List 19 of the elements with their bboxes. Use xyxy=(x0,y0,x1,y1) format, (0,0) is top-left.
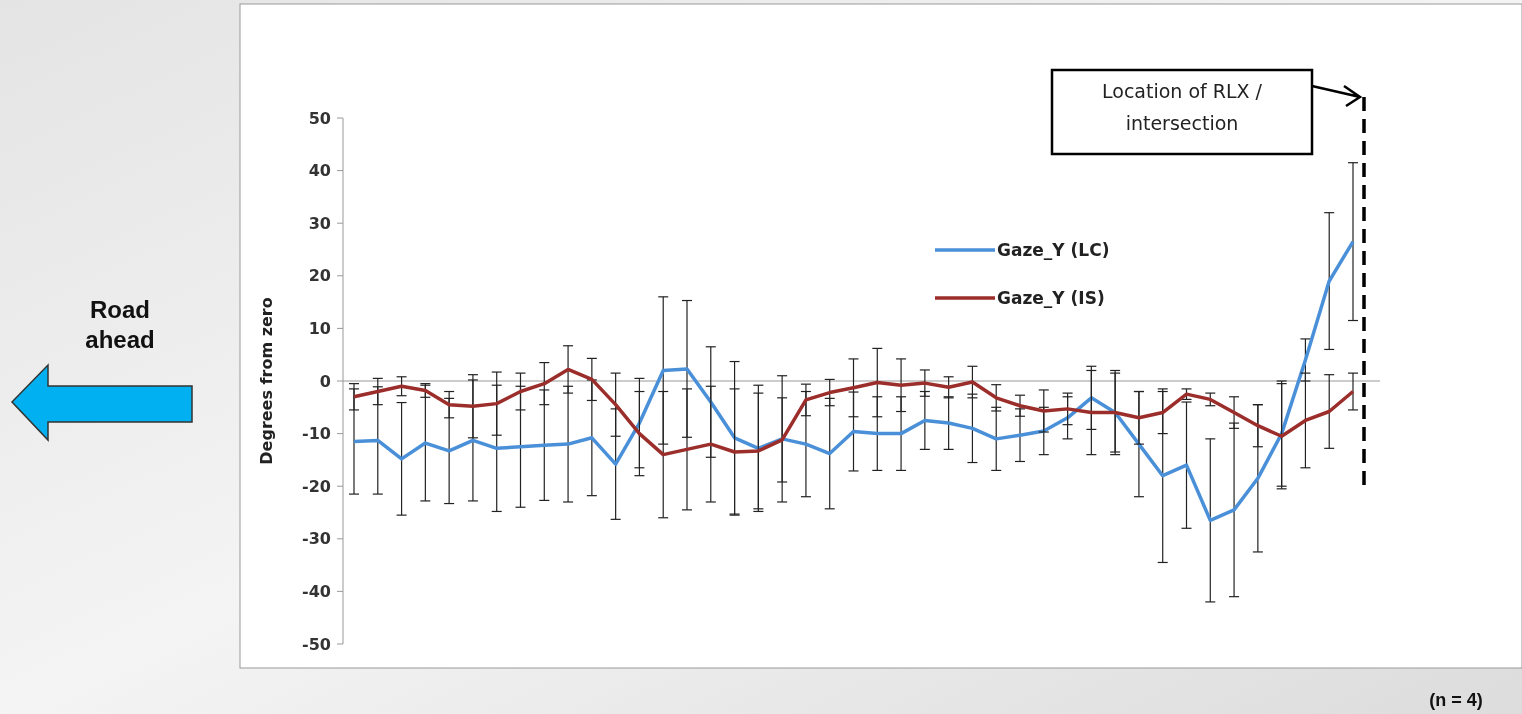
y-tick-label: -40 xyxy=(302,582,331,601)
y-tick-label: 40 xyxy=(308,161,331,181)
y-tick-label: 20 xyxy=(308,266,331,286)
y-tick-label: -50 xyxy=(302,634,331,654)
line-series xyxy=(352,239,1355,523)
line-series xyxy=(352,367,1355,457)
annotation: Location of RLX / intersection xyxy=(1102,80,1263,134)
y-tick-label: 10 xyxy=(308,319,331,338)
y-tick-label: -30 xyxy=(302,529,331,549)
text: (n = 4) xyxy=(1429,690,1483,710)
y-tick-label: 0 xyxy=(319,371,331,391)
y-tick-label: -20 xyxy=(302,476,331,496)
legend-label: Gaze_Y (LC) xyxy=(997,239,1110,260)
y-tick-label: 50 xyxy=(308,108,331,128)
legend-label: Gaze_Y (IS) xyxy=(997,287,1105,308)
y-tick-label: 30 xyxy=(308,213,331,233)
text: Road ahead xyxy=(85,296,155,353)
y-axis-title: Degrees from zero xyxy=(257,297,276,465)
y-tick-label: -10 xyxy=(302,424,331,444)
